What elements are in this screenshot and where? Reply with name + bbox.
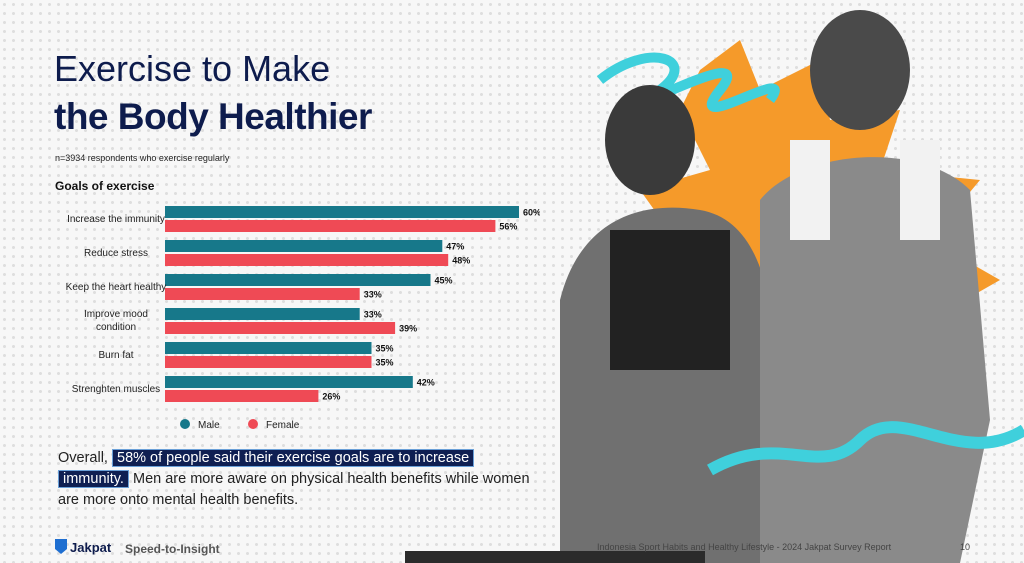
report-name: Indonesia Sport Habits and Healthy Lifes…	[597, 542, 892, 552]
summary-lead: Overall,	[58, 450, 108, 466]
value-label: 39%	[399, 324, 417, 334]
value-label: 48%	[452, 256, 470, 266]
value-label: 56%	[499, 222, 517, 232]
person-head	[605, 85, 695, 195]
bar	[165, 390, 319, 402]
bar	[165, 308, 360, 320]
legend-swatch	[180, 419, 190, 429]
chart: 60% 56% 47% 48% 45% 33% 33% 39% 35% 35% 42% 26% Male…	[165, 206, 540, 431]
bar	[165, 274, 431, 286]
bar	[165, 288, 360, 300]
category-label: Reduce stress	[84, 247, 148, 259]
category-label: Strenghten muscles	[71, 383, 161, 395]
bar	[165, 376, 413, 388]
value-label: 35%	[376, 344, 394, 354]
scribble	[596, 52, 780, 112]
value-label: 45%	[435, 276, 453, 286]
bar	[165, 356, 372, 368]
value-label: 35%	[376, 358, 394, 368]
page-number: 10	[960, 542, 971, 552]
bar	[165, 342, 372, 354]
category-label: Increase the immunity	[67, 213, 165, 225]
bar	[165, 240, 443, 252]
bar	[165, 322, 396, 334]
note: n=3934 respondents who exercise regularl…	[55, 153, 230, 163]
value-label: 42%	[417, 378, 435, 388]
tagline: Speed-to-Insight	[125, 542, 220, 556]
summary-text: Men are more aware on physical health be…	[58, 471, 530, 508]
title: Exercise to Make	[54, 48, 331, 89]
towel	[900, 140, 940, 240]
category-label: Burn fat	[98, 349, 134, 361]
title: the Body Healthier	[54, 96, 372, 137]
value-label: 60%	[523, 208, 540, 218]
category-label: Improve mood condition	[84, 309, 148, 333]
bar	[165, 206, 519, 218]
overlay-bar	[405, 551, 705, 563]
legend-label: Male	[198, 420, 220, 431]
value-label: 26%	[322, 392, 340, 402]
legend-label: Female	[266, 420, 300, 431]
category-label: Keep the heart healthy	[65, 281, 167, 293]
logo-icon	[55, 539, 67, 554]
scribble	[707, 421, 1024, 476]
towel	[790, 140, 830, 240]
value-label: 47%	[446, 242, 464, 252]
person-head	[810, 10, 910, 130]
summary: Overall, 58% of people said their exerci…	[58, 448, 538, 511]
top	[610, 230, 730, 370]
value-label: 33%	[364, 310, 382, 320]
brand: Jakpat	[70, 540, 112, 555]
bar	[165, 254, 449, 266]
bar	[165, 220, 496, 232]
chart-title: Goals of exercise	[55, 179, 155, 193]
value-label: 33%	[364, 290, 382, 300]
legend-swatch	[248, 419, 258, 429]
